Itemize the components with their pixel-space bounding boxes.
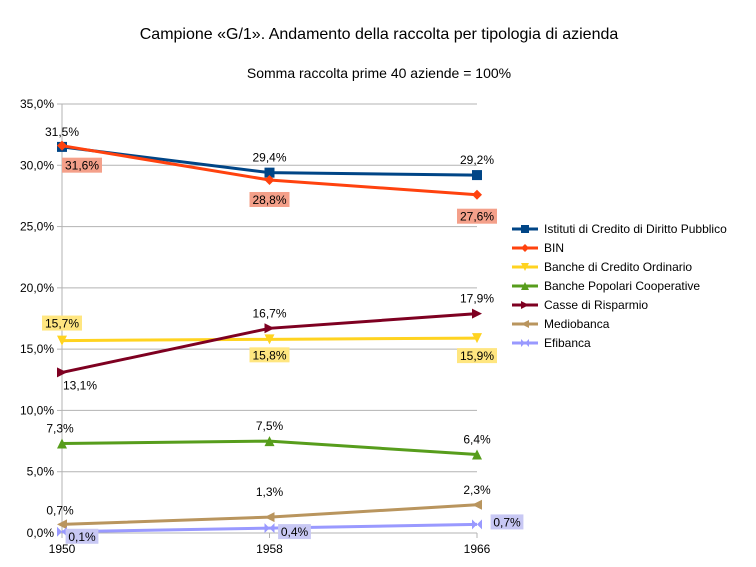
y-tick-label: 25,0% bbox=[20, 220, 54, 234]
data-label: 0,4% bbox=[281, 525, 309, 539]
data-label-bg bbox=[42, 315, 82, 331]
legend-label: Efibanca bbox=[544, 336, 591, 350]
data-label: 7,3% bbox=[46, 422, 74, 436]
data-label: 0,1% bbox=[68, 530, 96, 544]
series-banche-di-credito-ordinario bbox=[57, 333, 482, 346]
data-label-bg bbox=[457, 348, 497, 364]
legend-item: Mediobanca bbox=[512, 317, 610, 331]
point-marker bbox=[57, 140, 67, 151]
y-tick-label: 30,0% bbox=[20, 158, 54, 172]
data-label: 0,7% bbox=[493, 515, 521, 529]
point-marker bbox=[264, 334, 275, 345]
y-tick-label: 15,0% bbox=[20, 342, 54, 356]
data-label-bg bbox=[490, 514, 524, 530]
legend-item: Banche Popolari Cooperative bbox=[512, 279, 700, 293]
point-marker bbox=[264, 512, 275, 523]
point-marker bbox=[472, 170, 482, 181]
data-label: 15,9% bbox=[460, 349, 494, 363]
point-marker bbox=[264, 174, 275, 185]
legend-label: Istituti di Credito di Diritto Pubblico bbox=[544, 222, 727, 236]
grid-lines bbox=[62, 103, 477, 534]
series-group bbox=[57, 140, 482, 537]
data-label: 31,5% bbox=[45, 125, 79, 139]
series-line bbox=[61, 522, 478, 534]
point-marker bbox=[521, 301, 529, 309]
data-label-bg bbox=[457, 208, 497, 224]
legend-item: Efibanca bbox=[512, 336, 591, 350]
data-label-bg bbox=[65, 528, 99, 544]
axes: 0,0% 5,0% 10,0% 15,0% 20,0% 25,0% 30,0% 35,0% 19… bbox=[20, 97, 491, 556]
data-label: 13,1% bbox=[63, 378, 97, 392]
data-label-bg bbox=[249, 191, 290, 207]
series-banche-popolari-cooperative bbox=[57, 436, 482, 460]
legend-item: Istituti di Credito di Diritto Pubblico bbox=[512, 222, 727, 236]
data-label: 7,5% bbox=[256, 419, 284, 433]
data-label: 2,3% bbox=[463, 483, 491, 497]
point-marker bbox=[264, 167, 275, 178]
point-marker bbox=[264, 323, 275, 334]
point-marker bbox=[521, 339, 529, 347]
point-marker bbox=[264, 523, 275, 534]
chart-subtitle: Somma raccolta prime 40 aziende = 100% bbox=[247, 65, 511, 81]
y-tick-label: 0,0% bbox=[27, 526, 55, 540]
data-label-bg bbox=[62, 157, 102, 173]
point-marker bbox=[472, 519, 482, 530]
point-marker bbox=[57, 438, 67, 449]
data-label: 15,7% bbox=[45, 317, 79, 331]
data-label-bg bbox=[249, 347, 290, 363]
legend-item: Banche di Credito Ordinario bbox=[512, 260, 692, 274]
chart-title: Campione «G/1». Andamento della raccolta… bbox=[140, 26, 619, 43]
point-marker bbox=[57, 526, 67, 537]
data-label: 29,2% bbox=[460, 153, 494, 167]
point-marker bbox=[521, 263, 529, 271]
x-tick-label: 1966 bbox=[464, 542, 491, 556]
point-marker bbox=[57, 367, 67, 378]
series-efibanca bbox=[57, 519, 482, 537]
point-marker bbox=[521, 244, 529, 252]
data-label: 31,6% bbox=[65, 159, 99, 173]
point-marker bbox=[521, 320, 529, 328]
legend-label: BIN bbox=[544, 241, 564, 255]
data-label: 6,4% bbox=[463, 433, 491, 447]
data-label: 29,4% bbox=[252, 151, 286, 165]
data-label: 16,7% bbox=[252, 306, 286, 320]
data-label: 27,6% bbox=[460, 210, 494, 224]
point-marker bbox=[57, 519, 67, 530]
series-bin bbox=[57, 140, 482, 200]
series-mediobanca bbox=[57, 499, 482, 530]
point-marker bbox=[521, 225, 529, 233]
legend-label: Banche di Credito Ordinario bbox=[544, 260, 692, 274]
y-tick-label: 35,0% bbox=[20, 97, 54, 111]
point-marker bbox=[472, 308, 482, 319]
point-marker bbox=[57, 335, 67, 346]
data-label: 28,8% bbox=[252, 193, 286, 207]
legend: Istituti di Credito di Diritto Pubblico B… bbox=[512, 222, 727, 350]
x-tick-label: 1958 bbox=[256, 542, 283, 556]
y-tick-label: 5,0% bbox=[27, 465, 55, 479]
point-marker bbox=[472, 333, 482, 344]
x-tick-label: 1950 bbox=[49, 542, 76, 556]
legend-label: Banche Popolari Cooperative bbox=[544, 279, 700, 293]
y-tick-label: 10,0% bbox=[20, 403, 54, 417]
point-marker bbox=[472, 499, 482, 510]
data-label-bg bbox=[278, 524, 311, 540]
data-label: 1,3% bbox=[256, 485, 284, 499]
data-labels: 31,5% 29,4% 29,2% 31,6% 28,8% 27,6% 15,7% 15,8%… bbox=[42, 125, 524, 544]
point-marker bbox=[521, 282, 529, 290]
y-tick-label: 20,0% bbox=[20, 281, 54, 295]
data-label: 17,9% bbox=[460, 292, 494, 306]
legend-item: Casse di Risparmio bbox=[512, 298, 648, 312]
point-marker bbox=[472, 189, 482, 200]
point-marker bbox=[472, 449, 482, 460]
legend-label: Casse di Risparmio bbox=[544, 298, 648, 312]
data-label: 0,7% bbox=[46, 503, 74, 517]
series-casse-di-risparmio bbox=[57, 308, 482, 378]
point-marker bbox=[264, 436, 275, 447]
legend-label: Mediobanca bbox=[544, 317, 610, 331]
data-label: 15,8% bbox=[252, 348, 286, 362]
legend-item: BIN bbox=[512, 241, 564, 255]
